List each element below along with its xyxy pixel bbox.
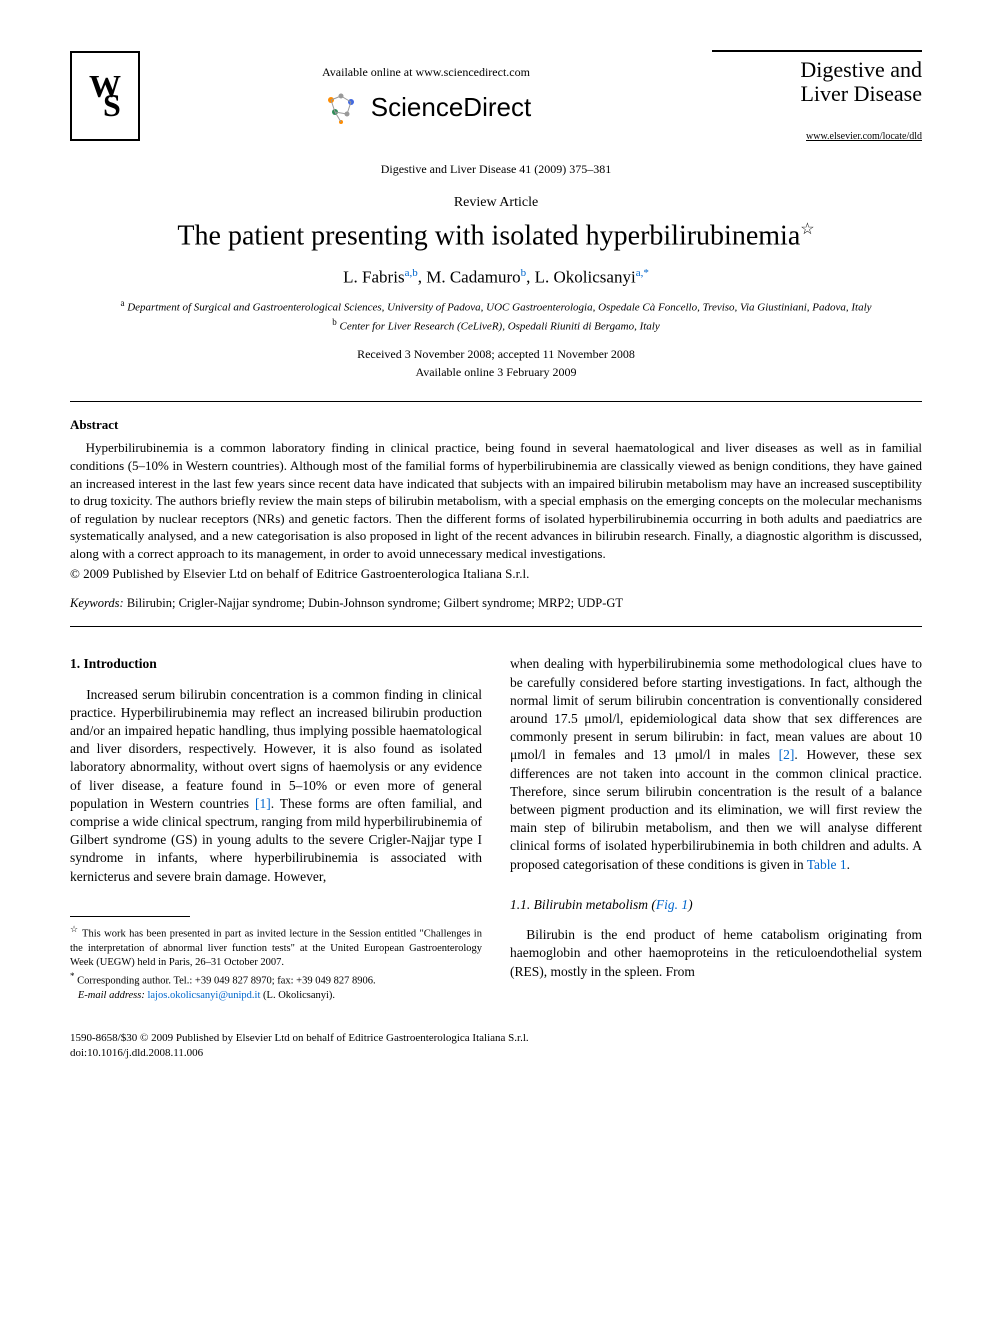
journal-block: Digestive and Liver Disease www.elsevier… <box>712 50 922 142</box>
publisher-logo: WS <box>70 51 140 141</box>
keywords-line: Keywords: Bilirubin; Crigler-Najjar synd… <box>70 596 922 611</box>
email-label: E-mail address: <box>78 990 145 1001</box>
affil-b-label: b <box>332 317 337 327</box>
authors-line: L. Fabrisa,b, M. Cadamurob, L. Okolicsan… <box>70 267 922 288</box>
section-1-heading: 1. Introduction <box>70 655 482 673</box>
journal-title-line2: Liver Disease <box>800 81 922 106</box>
ref-2-link[interactable]: [2] <box>779 747 795 762</box>
body-columns: 1. Introduction Increased serum bilirubi… <box>70 655 922 1002</box>
article-title-text: The patient presenting with isolated hyp… <box>177 221 800 252</box>
column-left: 1. Introduction Increased serum bilirubi… <box>70 655 482 1002</box>
email-who: (L. Okolicsanyi). <box>260 990 335 1001</box>
footnote-corr: * Corresponding author. Tel.: +39 049 82… <box>70 970 482 989</box>
footnote-star-text: This work has been presented in part as … <box>70 928 482 967</box>
fig-1-link[interactable]: Fig. 1 <box>656 897 688 912</box>
sciencedirect-icon <box>321 88 361 128</box>
article-title: The patient presenting with isolated hyp… <box>70 219 922 252</box>
email-link[interactable]: lajos.okolicsanyi@unipd.it <box>145 990 261 1001</box>
footer-issn: 1590-8658/$30 © 2009 Published by Elsevi… <box>70 1032 529 1044</box>
intro-p1a: Increased serum bilirubin concentration … <box>70 687 482 811</box>
affiliations: a Department of Surgical and Gastroenter… <box>70 297 922 335</box>
author-3-corr: * <box>643 267 649 279</box>
author-3: L. Okolicsanyi <box>535 267 636 286</box>
sciencedirect-logo: ScienceDirect <box>140 88 712 128</box>
footer-doi: doi:10.1016/j.dld.2008.11.006 <box>70 1047 203 1059</box>
author-1-affil: a,b <box>405 267 418 279</box>
intro-paragraph-left: Increased serum bilirubin concentration … <box>70 686 482 886</box>
abstract-text: Hyperbilirubinemia is a common laborator… <box>70 439 922 562</box>
affil-a-text: Department of Surgical and Gastroenterol… <box>127 302 871 314</box>
keywords-label: Keywords: <box>70 596 124 610</box>
subsection-text: 1.1. Bilirubin metabolism ( <box>510 897 656 912</box>
column-right: when dealing with hyperbilirubinemia som… <box>510 655 922 1002</box>
article-type: Review Article <box>70 195 922 211</box>
intro-p2c: . <box>847 857 850 872</box>
sciencedirect-brand: ScienceDirect <box>371 92 531 123</box>
footnote-corr-text: Corresponding author. Tel.: +39 049 827 … <box>75 975 376 986</box>
bilirubin-paragraph: Bilirubin is the end product of heme cat… <box>510 926 922 981</box>
divider-bottom <box>70 626 922 627</box>
citation-line: Digestive and Liver Disease 41 (2009) 37… <box>70 162 922 177</box>
footnote-divider <box>70 916 190 917</box>
footnote-email: E-mail address: lajos.okolicsanyi@unipd.… <box>70 989 482 1003</box>
publisher-logo-text: WS <box>89 73 121 119</box>
journal-url[interactable]: www.elsevier.com/locate/dld <box>712 131 922 142</box>
journal-title-line1: Digestive and <box>800 57 922 82</box>
keywords-text: Bilirubin; Crigler-Najjar syndrome; Dubi… <box>124 596 623 610</box>
author-1: L. Fabris <box>343 267 404 286</box>
ref-1-link[interactable]: [1] <box>255 796 271 811</box>
author-2-affil: b <box>521 267 527 279</box>
sd-available-text: Available online at www.sciencedirect.co… <box>140 65 712 80</box>
table-1-link[interactable]: Table 1 <box>807 857 847 872</box>
title-note-marker: ☆ <box>800 221 814 238</box>
header: WS Available online at www.sciencedirect… <box>70 50 922 142</box>
abstract-heading: Abstract <box>70 417 922 433</box>
received-accepted: Received 3 November 2008; accepted 11 No… <box>357 347 635 361</box>
footnote-star-marker: ☆ <box>70 924 79 934</box>
available-online: Available online 3 February 2009 <box>415 365 576 379</box>
subsection-close: ) <box>688 897 693 912</box>
abstract-copyright: © 2009 Published by Elsevier Ltd on beha… <box>70 566 922 582</box>
subsection-1-1-heading: 1.1. Bilirubin metabolism (Fig. 1) <box>510 896 922 914</box>
dates-block: Received 3 November 2008; accepted 11 No… <box>70 345 922 381</box>
intro-paragraph-right: when dealing with hyperbilirubinemia som… <box>510 655 922 874</box>
footnotes: ☆ This work has been presented in part a… <box>70 923 482 1003</box>
footer: 1590-8658/$30 © 2009 Published by Elsevi… <box>70 1031 922 1062</box>
affil-a-label: a <box>120 298 124 308</box>
footnote-star: ☆ This work has been presented in part a… <box>70 923 482 970</box>
sciencedirect-block: Available online at www.sciencedirect.co… <box>140 65 712 128</box>
journal-title: Digestive and Liver Disease <box>712 50 922 106</box>
author-2: M. Cadamuro <box>426 267 520 286</box>
divider-top <box>70 401 922 402</box>
affil-b-text: Center for Liver Research (CeLiveR), Osp… <box>339 321 659 333</box>
intro-p2b: . However, these sex differences are not… <box>510 747 922 871</box>
